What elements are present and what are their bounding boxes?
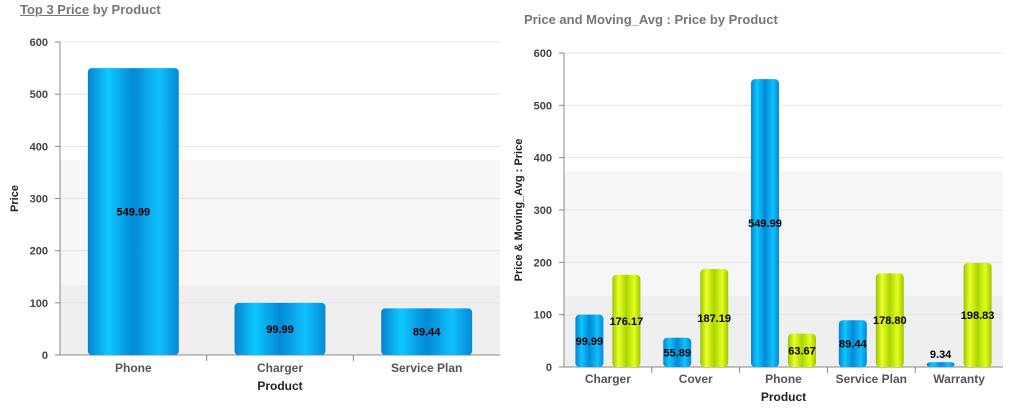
y-tick-label: 500 — [534, 100, 552, 112]
x-tick-label: Phone — [765, 372, 802, 386]
right-chart-title: Price and Moving_Avg : Price by Product — [524, 12, 778, 27]
y-tick-label: 300 — [534, 205, 552, 217]
bar[interactable] — [663, 337, 692, 367]
y-tick-label: 200 — [534, 257, 552, 269]
y-tick-label: 300 — [30, 194, 48, 206]
data-label: 198.83 — [961, 310, 995, 322]
x-tick-label: Phone — [115, 361, 152, 375]
y-tick-label: 600 — [30, 37, 48, 49]
data-label: 63.67 — [788, 345, 816, 357]
data-label: 549.99 — [117, 207, 151, 219]
x-tick-label: Charger — [585, 372, 631, 386]
y-tick-label: 0 — [42, 350, 48, 362]
data-label: 176.17 — [610, 316, 644, 328]
y-axis-title: Price & Moving_Avg : Price — [513, 139, 525, 282]
y-tick-label: 400 — [534, 153, 552, 165]
y-tick-label: 500 — [30, 89, 48, 101]
data-label: 187.19 — [697, 313, 731, 325]
x-axis-title: Product — [257, 379, 302, 393]
x-axis-title: Product — [761, 390, 806, 404]
right-chart: 0 100 200 300 400 500 600 99.99 176.17 Charger 55.… — [513, 48, 1003, 404]
data-label: 89.44 — [839, 339, 867, 351]
bar[interactable] — [700, 269, 729, 367]
y-tick-label: 600 — [534, 48, 552, 60]
y-tick-label: 400 — [30, 141, 48, 153]
bar[interactable] — [838, 320, 867, 367]
y-tick-label: 0 — [546, 362, 552, 374]
y-axis-title: Price — [9, 185, 21, 212]
data-label: 549.99 — [748, 218, 782, 230]
x-tick-label: Warranty — [933, 372, 985, 386]
y-tick-label: 100 — [534, 310, 552, 322]
bar[interactable] — [875, 273, 904, 367]
bar[interactable] — [963, 262, 992, 367]
bar[interactable] — [751, 79, 779, 367]
bar[interactable] — [926, 362, 955, 367]
x-tick-label: Service Plan — [391, 361, 462, 375]
bar[interactable] — [575, 314, 604, 367]
x-tick-label: Charger — [257, 361, 303, 375]
x-tick-label: Cover — [679, 372, 713, 386]
left-chart-title: Top 3 Price by Product — [20, 2, 161, 17]
data-label: 99.99 — [266, 324, 294, 336]
data-label: 9.34 — [930, 349, 952, 361]
bar[interactable] — [381, 308, 473, 355]
left-chart-title-by: by — [89, 2, 112, 17]
y-tick-label: 200 — [30, 246, 48, 258]
left-chart: 0 100 200 300 400 500 600 549.99 Phone 99.99 Charg… — [9, 37, 500, 393]
bar[interactable] — [788, 333, 816, 367]
left-chart-title-link[interactable]: Top 3 Price — [20, 2, 90, 17]
left-chart-title-dimension: Product — [111, 2, 161, 17]
data-label: 55.89 — [663, 347, 691, 359]
data-label: 178.80 — [873, 315, 907, 327]
data-label: 99.99 — [576, 336, 604, 348]
bar[interactable] — [612, 274, 641, 367]
bar[interactable] — [87, 68, 179, 355]
x-tick-label: Service Plan — [836, 372, 907, 386]
data-label: 89.44 — [413, 327, 441, 339]
y-tick-label: 100 — [30, 298, 48, 310]
bar[interactable] — [234, 302, 326, 355]
